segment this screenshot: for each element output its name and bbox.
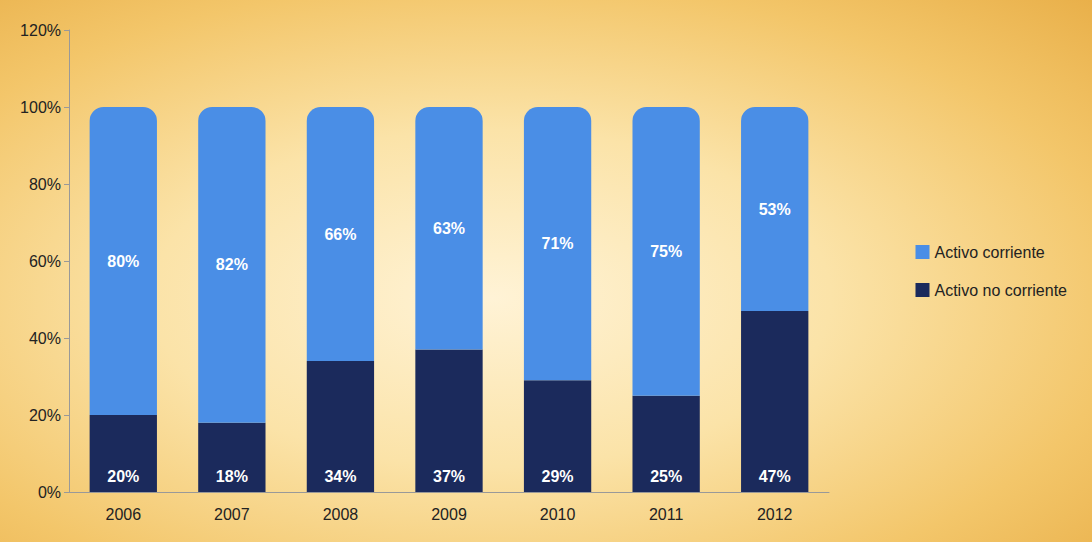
svg-text:2012: 2012 <box>757 506 793 523</box>
svg-text:20%: 20% <box>29 407 61 424</box>
svg-text:25%: 25% <box>650 468 682 485</box>
svg-text:60%: 60% <box>29 253 61 270</box>
svg-text:2009: 2009 <box>431 506 467 523</box>
svg-text:66%: 66% <box>324 226 356 243</box>
svg-text:40%: 40% <box>29 330 61 347</box>
svg-text:0%: 0% <box>38 484 61 501</box>
svg-text:Activo no corriente: Activo no corriente <box>934 282 1067 299</box>
svg-text:80%: 80% <box>107 253 139 270</box>
svg-text:2008: 2008 <box>323 506 359 523</box>
svg-text:82%: 82% <box>216 256 248 273</box>
svg-text:75%: 75% <box>650 243 682 260</box>
svg-text:120%: 120% <box>20 22 61 39</box>
svg-text:53%: 53% <box>759 201 791 218</box>
svg-text:2011: 2011 <box>649 506 684 523</box>
svg-text:100%: 100% <box>20 99 61 116</box>
svg-text:47%: 47% <box>759 468 791 485</box>
svg-text:63%: 63% <box>433 220 465 237</box>
svg-text:2010: 2010 <box>540 506 576 523</box>
svg-text:2007: 2007 <box>214 506 250 523</box>
svg-text:20%: 20% <box>107 468 139 485</box>
svg-text:18%: 18% <box>216 468 248 485</box>
svg-text:71%: 71% <box>542 235 574 252</box>
svg-text:Activo corriente: Activo corriente <box>934 244 1044 261</box>
svg-text:80%: 80% <box>29 176 61 193</box>
svg-text:37%: 37% <box>433 468 465 485</box>
svg-text:34%: 34% <box>324 468 356 485</box>
svg-text:2006: 2006 <box>105 506 141 523</box>
svg-text:29%: 29% <box>542 468 574 485</box>
